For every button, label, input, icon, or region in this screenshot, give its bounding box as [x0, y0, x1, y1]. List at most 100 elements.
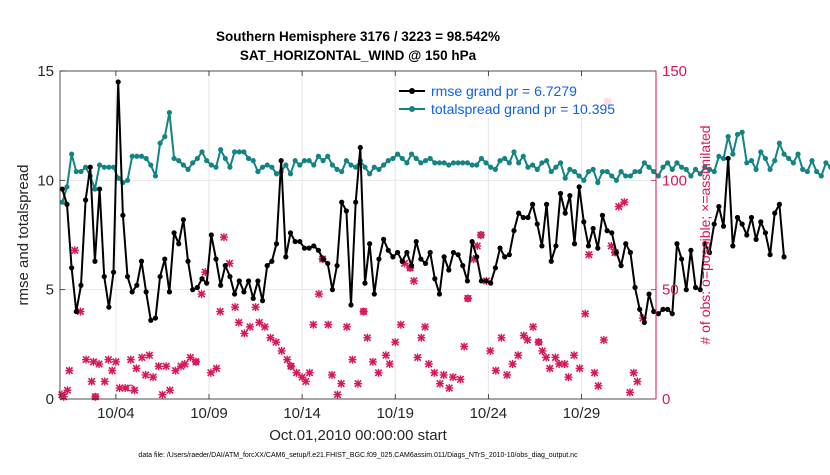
rmse-point: [227, 273, 233, 280]
spread-point: [460, 160, 466, 166]
rmse-point: [194, 284, 200, 291]
obs-assimilated-point: [430, 368, 439, 377]
rmse-point: [106, 304, 112, 310]
spread-point: [408, 151, 415, 157]
rmse-point: [557, 190, 564, 197]
rmse-point: [222, 263, 228, 269]
spread-point: [553, 164, 559, 170]
rmse-point: [166, 289, 173, 295]
spread-point: [576, 173, 582, 179]
obs-assimilated-point: [620, 198, 629, 207]
rmse-point: [604, 228, 610, 234]
spread-point: [725, 134, 731, 140]
spread-point: [315, 153, 322, 159]
rmse-point: [83, 197, 89, 203]
spread-point: [599, 168, 606, 175]
spread-point: [786, 155, 792, 162]
rmse-point: [655, 311, 661, 317]
spread-point: [660, 164, 666, 170]
obs-assimilated-point: [63, 386, 72, 395]
spread-point: [511, 149, 517, 155]
spread-point: [371, 164, 377, 170]
spread-point: [273, 171, 280, 177]
obs-assimilated-point: [368, 357, 377, 366]
spread-point: [176, 158, 182, 164]
rmse-point: [637, 306, 643, 312]
spread-point: [809, 158, 815, 164]
rmse-point: [404, 249, 410, 256]
obs-assimilated-point: [538, 346, 547, 355]
spread-point: [311, 162, 317, 168]
spread-point: [520, 153, 526, 159]
obs-assimilated-point: [497, 333, 506, 342]
obs-assimilated-point: [104, 355, 113, 364]
spread-point: [697, 171, 703, 177]
spread-point: [530, 162, 536, 168]
rmse-point: [245, 278, 252, 284]
obs-assimilated-point: [115, 384, 124, 393]
spread-point: [129, 153, 135, 159]
rmse-point: [367, 241, 373, 247]
spread-point: [679, 164, 685, 170]
rmse-point: [408, 263, 415, 269]
rmse-point: [162, 256, 168, 262]
spread-point: [152, 173, 159, 179]
rmse-point: [311, 243, 317, 249]
spread-point: [604, 168, 610, 175]
rmse-point: [64, 201, 70, 207]
obs-assimilated-point: [523, 335, 532, 344]
series-layer: [59, 79, 830, 326]
obs-possible-point: [535, 338, 543, 346]
spread-point: [283, 162, 289, 168]
spread-point: [455, 160, 461, 166]
rmse-point: [204, 280, 210, 286]
spread-point: [483, 160, 489, 166]
spread-point: [367, 171, 373, 177]
obs-assimilated-point: [363, 333, 372, 342]
rmse-point: [92, 258, 98, 264]
obs-assimilated-point: [206, 368, 215, 377]
spread-point: [166, 109, 173, 116]
obs-assimilated-point: [260, 322, 269, 331]
rmse-point: [623, 241, 629, 247]
rmse-point: [679, 256, 685, 262]
spread-point: [706, 166, 713, 172]
spread-point: [720, 155, 727, 162]
spread-point: [567, 166, 573, 172]
obs-assimilated-point: [456, 375, 465, 384]
obs-assimilated-point: [301, 377, 310, 386]
spread-point: [637, 168, 643, 175]
obs-assimilated-point: [149, 373, 158, 382]
spread-point: [334, 166, 340, 172]
spread-point: [474, 162, 480, 168]
y-tick-label-left: 10: [37, 172, 54, 189]
obs-assimilated-point: [165, 386, 174, 395]
rmse-point: [543, 201, 550, 207]
obs-assimilated-point: [59, 392, 68, 401]
spread-point: [734, 131, 741, 138]
x-tick-label: 10/19: [376, 405, 414, 422]
rmse-point: [208, 232, 214, 238]
rmse-point: [702, 241, 708, 247]
spread-point: [623, 173, 629, 179]
spread-point: [376, 166, 382, 172]
obs-assimilated-point: [409, 276, 418, 285]
spread-point: [450, 160, 457, 166]
rmse-point: [581, 219, 587, 225]
spread-point: [646, 164, 652, 170]
rmse-point: [474, 254, 480, 260]
obs-possible-point: [127, 384, 135, 392]
rmse-point: [753, 236, 759, 242]
obs-possible-point: [287, 362, 295, 370]
rmse-point: [599, 212, 606, 218]
y-tick-label-left: 15: [37, 63, 54, 80]
rmse-point: [152, 315, 159, 321]
spread-point: [110, 164, 117, 170]
spread-point: [162, 134, 168, 140]
y-tick-label-right: 100: [662, 172, 687, 189]
obs-assimilated-point: [529, 322, 538, 331]
obs-assimilated-point: [87, 377, 96, 386]
spread-point: [232, 149, 238, 155]
spread-point: [804, 168, 810, 175]
obs-assimilated-point: [141, 370, 150, 379]
